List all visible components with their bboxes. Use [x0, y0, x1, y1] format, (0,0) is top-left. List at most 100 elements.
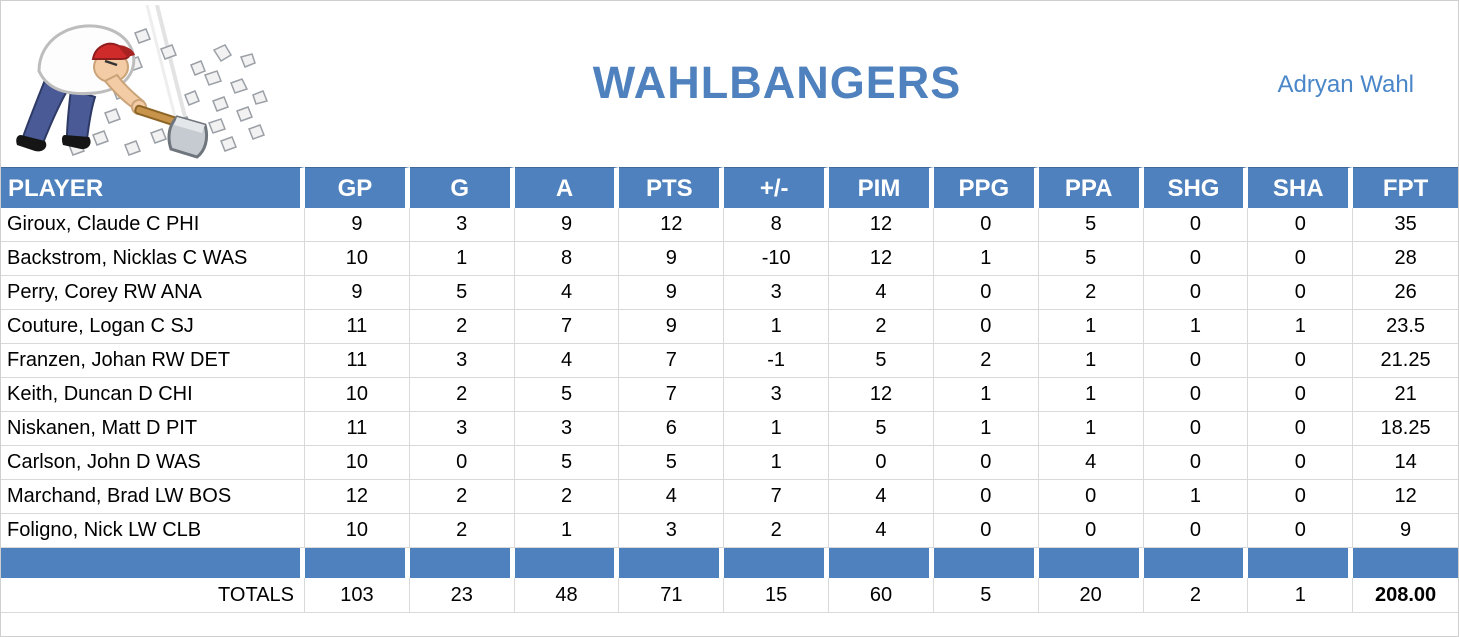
player-name-cell[interactable]: Giroux, Claude C PHI: [1, 208, 305, 241]
stat-cell[interactable]: 35: [1394, 213, 1417, 235]
stat-cell[interactable]: 0: [1248, 514, 1354, 547]
stat-cell[interactable]: 2: [724, 514, 830, 547]
stat-cell[interactable]: 26: [1394, 281, 1417, 303]
stat-cell[interactable]: 1: [934, 242, 1039, 275]
totals-value-cell[interactable]: 5: [934, 578, 1039, 612]
stat-cell[interactable]: 0: [1248, 242, 1354, 275]
stat-cell[interactable]: 0: [1248, 208, 1354, 241]
stat-cell[interactable]: 7: [515, 310, 620, 343]
player-name-cell[interactable]: Perry, Corey RW ANA: [1, 276, 305, 309]
stat-cell[interactable]: 3: [410, 344, 515, 377]
column-header-player[interactable]: PLAYER: [1, 167, 305, 208]
stat-cell[interactable]: 2: [410, 310, 515, 343]
stat-cell[interactable]: 0: [1248, 446, 1354, 479]
stat-cell[interactable]: 9: [305, 276, 410, 309]
totals-value-cell[interactable]: 208.00: [1375, 584, 1437, 606]
stat-cell[interactable]: 1: [1039, 412, 1144, 445]
stat-cell[interactable]: 12: [305, 480, 410, 513]
stat-cell[interactable]: 12: [619, 208, 725, 241]
player-name-cell[interactable]: Couture, Logan C SJ: [1, 310, 305, 343]
stat-cell[interactable]: 1: [1039, 310, 1144, 343]
stat-cell[interactable]: 0: [1144, 344, 1249, 377]
stat-cell[interactable]: 14: [1394, 451, 1417, 473]
stat-cell[interactable]: 2: [410, 378, 515, 411]
stat-cell[interactable]: 0: [1248, 344, 1354, 377]
stat-cell[interactable]: 7: [724, 480, 830, 513]
totals-value-cell[interactable]: 71: [619, 578, 725, 612]
stat-cell[interactable]: 4: [1039, 446, 1144, 479]
stat-cell[interactable]: 5: [1039, 208, 1144, 241]
stat-cell[interactable]: 3: [619, 514, 725, 547]
stat-cell[interactable]: -10: [724, 242, 830, 275]
stat-cell[interactable]: 1: [934, 378, 1039, 411]
stat-cell[interactable]: 1: [1039, 344, 1144, 377]
stat-cell[interactable]: 0: [1144, 514, 1249, 547]
stat-cell[interactable]: 9: [619, 276, 725, 309]
stat-cell[interactable]: 0: [1144, 378, 1249, 411]
stat-cell[interactable]: 0: [934, 446, 1039, 479]
stat-cell[interactable]: 7: [619, 378, 725, 411]
stat-cell[interactable]: 6: [619, 412, 725, 445]
stat-cell[interactable]: 5: [410, 276, 515, 309]
stat-cell[interactable]: 0: [410, 446, 515, 479]
stat-cell[interactable]: 9: [619, 242, 725, 275]
column-header--[interactable]: +/-: [724, 167, 830, 208]
column-header-ppg[interactable]: PPG: [933, 167, 1039, 208]
stat-cell[interactable]: 3: [724, 378, 830, 411]
stat-cell[interactable]: 5: [829, 412, 934, 445]
stat-cell[interactable]: 0: [934, 480, 1039, 513]
column-header-a[interactable]: A: [514, 167, 620, 208]
player-name-cell[interactable]: Franzen, Johan RW DET: [1, 344, 305, 377]
stat-cell[interactable]: 0: [1039, 514, 1144, 547]
stat-cell[interactable]: 0: [1248, 276, 1354, 309]
column-header-g[interactable]: G: [409, 167, 515, 208]
stat-cell[interactable]: 0: [1144, 208, 1249, 241]
stat-cell[interactable]: 0: [1144, 412, 1249, 445]
stat-cell[interactable]: 9: [515, 208, 620, 241]
player-name-cell[interactable]: Marchand, Brad LW BOS: [1, 480, 305, 513]
stat-cell[interactable]: 3: [410, 412, 515, 445]
stat-cell[interactable]: 12: [829, 378, 934, 411]
stat-cell[interactable]: 9: [619, 310, 725, 343]
stat-cell[interactable]: 11: [305, 412, 410, 445]
stat-cell[interactable]: 5: [1039, 242, 1144, 275]
player-name-cell[interactable]: Foligno, Nick LW CLB: [1, 514, 305, 547]
stat-cell[interactable]: 9: [305, 208, 410, 241]
player-name-cell[interactable]: Backstrom, Nicklas C WAS: [1, 242, 305, 275]
stat-cell[interactable]: -1: [724, 344, 830, 377]
stat-cell[interactable]: 8: [724, 208, 830, 241]
column-header-pts[interactable]: PTS: [619, 167, 725, 208]
stat-cell[interactable]: 0: [934, 514, 1039, 547]
stat-cell[interactable]: 1: [410, 242, 515, 275]
stat-cell[interactable]: 21.25: [1380, 349, 1431, 371]
stat-cell[interactable]: 10: [305, 446, 410, 479]
column-header-shg[interactable]: SHG: [1143, 167, 1249, 208]
stat-cell[interactable]: 3: [724, 276, 830, 309]
stat-cell[interactable]: 2: [934, 344, 1039, 377]
stat-cell[interactable]: 0: [934, 208, 1039, 241]
stat-cell[interactable]: 1: [724, 412, 830, 445]
stat-cell[interactable]: 2: [515, 480, 620, 513]
totals-label-cell[interactable]: TOTALS: [1, 578, 305, 612]
stat-cell[interactable]: 5: [829, 344, 934, 377]
player-name-cell[interactable]: Niskanen, Matt D PIT: [1, 412, 305, 445]
stat-cell[interactable]: 0: [1144, 242, 1249, 275]
stat-cell[interactable]: 1: [515, 514, 620, 547]
stat-cell[interactable]: 4: [515, 344, 620, 377]
stat-cell[interactable]: 3: [515, 412, 620, 445]
stat-cell[interactable]: 2: [1039, 276, 1144, 309]
totals-value-cell[interactable]: 20: [1039, 578, 1144, 612]
totals-value-cell[interactable]: 103: [305, 578, 410, 612]
stat-cell[interactable]: 12: [829, 242, 934, 275]
stat-cell[interactable]: 4: [829, 514, 934, 547]
stat-cell[interactable]: 23.5: [1386, 315, 1426, 337]
stat-cell[interactable]: 0: [1144, 276, 1249, 309]
stat-cell[interactable]: 5: [619, 446, 725, 479]
stat-cell[interactable]: 5: [515, 446, 620, 479]
stat-cell[interactable]: 1: [1144, 310, 1249, 343]
stat-cell[interactable]: 0: [829, 446, 934, 479]
column-header-ppa[interactable]: PPA: [1038, 167, 1144, 208]
stat-cell[interactable]: 1: [934, 412, 1039, 445]
column-header-sha[interactable]: SHA: [1248, 167, 1354, 208]
stat-cell[interactable]: 1: [1248, 310, 1354, 343]
